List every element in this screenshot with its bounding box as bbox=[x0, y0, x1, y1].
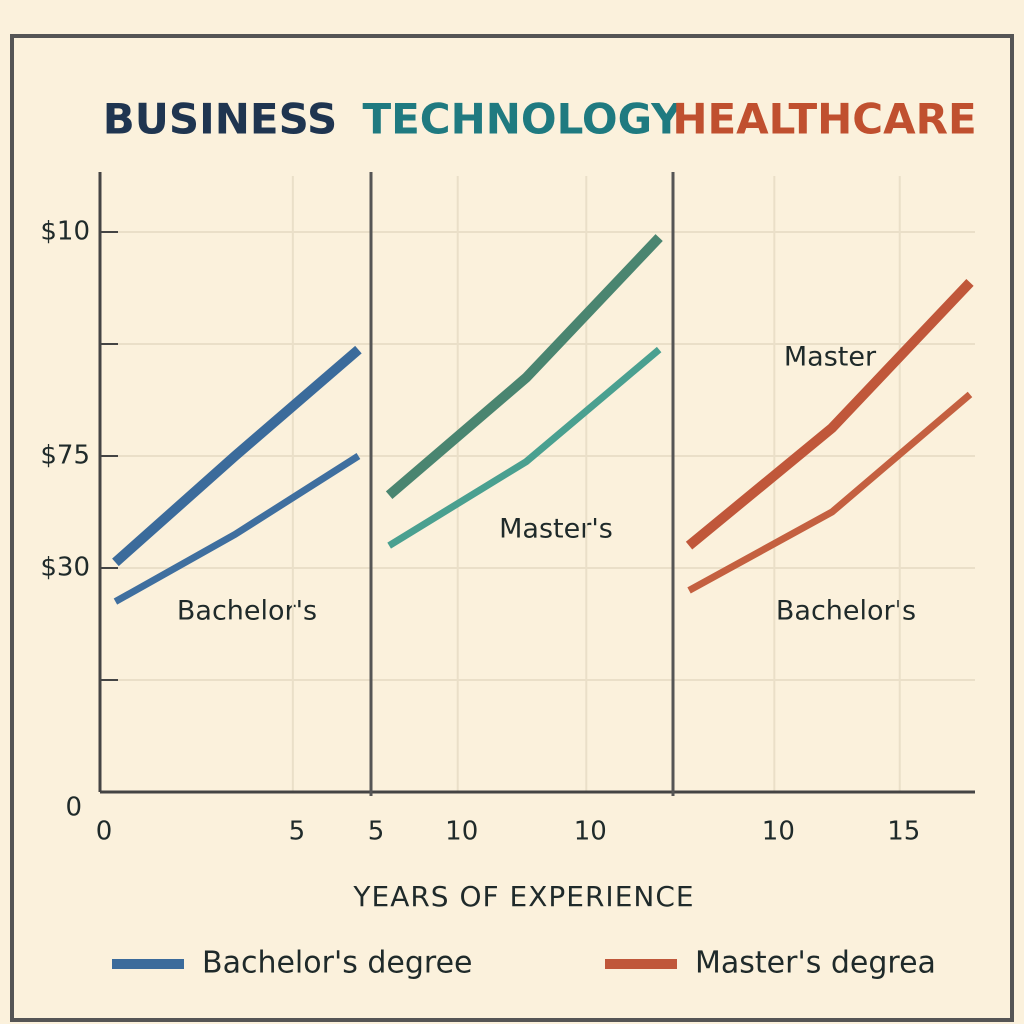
annotation: Bachelor's bbox=[776, 596, 916, 627]
y-tick-label: $75 bbox=[40, 441, 90, 471]
x-tick-label: 5 bbox=[289, 817, 306, 847]
y-tick-label: $10 bbox=[40, 217, 90, 247]
annotation: Master bbox=[784, 342, 877, 373]
line bbox=[385, 234, 663, 499]
annotation: Master's bbox=[499, 514, 613, 545]
y-tick-label: $30 bbox=[40, 553, 90, 583]
x-tick-label: 15 bbox=[887, 817, 920, 847]
frame bbox=[10, 34, 1014, 1022]
x-tick-label: 10 bbox=[574, 817, 607, 847]
panel-title: TECHNOLOGY bbox=[362, 95, 682, 144]
x-tick-label: 5 bbox=[368, 817, 385, 847]
line bbox=[112, 345, 362, 567]
line bbox=[387, 346, 662, 549]
x-tick-label: 10 bbox=[445, 817, 478, 847]
line bbox=[685, 278, 974, 550]
panel-title: HEALTHCARE bbox=[672, 95, 976, 144]
legend-label: Bachelor's degree bbox=[202, 946, 473, 981]
legend-label: Master's degrea bbox=[695, 946, 936, 981]
annotation: Bachelor's bbox=[177, 596, 317, 627]
y-tick-label: 0 bbox=[65, 793, 82, 823]
line bbox=[687, 391, 973, 594]
panel-title: BUSINESS bbox=[103, 95, 337, 144]
x-tick-label: 10 bbox=[762, 817, 795, 847]
x-axis-title: YEARS OF EXPERIENCE bbox=[352, 880, 694, 913]
x-tick-label: 0 bbox=[96, 817, 113, 847]
line bbox=[113, 453, 361, 605]
